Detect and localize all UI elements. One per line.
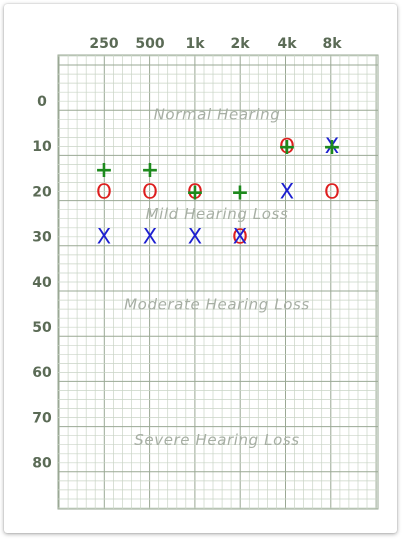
right-ear-mark: O (232, 225, 248, 249)
region-label: Normal Hearing (154, 106, 281, 124)
x-tick-label: 250 (89, 36, 118, 52)
x-tick-label: 8k (322, 36, 342, 52)
left-ear-mark: X (188, 225, 202, 249)
bone-conduction-mark: + (141, 158, 159, 183)
x-tick-label: 2k (230, 36, 250, 52)
y-tick-label: 30 (32, 230, 52, 246)
right-ear-mark: O (324, 179, 340, 203)
region-label: Moderate Hearing Loss (124, 295, 310, 313)
y-tick-label: 60 (32, 365, 52, 381)
right-ear-mark: O (96, 179, 112, 203)
bone-conduction-mark: + (323, 135, 341, 160)
bone-conduction-mark: + (95, 158, 113, 183)
x-tick-label: 500 (135, 36, 164, 52)
bone-conduction-mark: + (278, 135, 296, 160)
y-tick-label: 10 (32, 139, 52, 155)
y-tick-label: 20 (32, 184, 52, 200)
left-ear-mark: X (143, 225, 157, 249)
y-tick-label: 80 (32, 456, 52, 472)
left-ear-mark: X (233, 225, 247, 249)
x-tick-label: 1k (185, 36, 205, 52)
x-axis-labels: 250 500 1k 2k 4k 8k (89, 36, 342, 52)
y-tick-label: 50 (32, 320, 52, 336)
bone-conduction-mark: + (231, 180, 249, 205)
left-ear-mark: X (280, 179, 294, 203)
right-ear-mark: O (142, 179, 158, 203)
y-tick-label: 0 (37, 94, 47, 110)
region-label: Severe Hearing Loss (134, 431, 299, 449)
grid (57, 54, 379, 510)
y-tick-label: 40 (32, 275, 52, 291)
left-ear-mark: X (97, 225, 111, 249)
region-label: Mild Hearing Loss (146, 205, 289, 223)
bone-conduction-mark: + (186, 180, 204, 205)
left-ear-mark: X (325, 134, 339, 158)
y-tick-label: 70 (32, 410, 52, 426)
y-axis-labels: 0 10 20 30 40 50 60 70 80 (32, 94, 52, 472)
right-ear-mark: O (279, 134, 295, 158)
x-tick-label: 4k (277, 36, 297, 52)
region-labels: Normal Hearing Mild Hearing Loss Moderate … (124, 106, 310, 449)
right-ear-mark: O (187, 179, 203, 203)
